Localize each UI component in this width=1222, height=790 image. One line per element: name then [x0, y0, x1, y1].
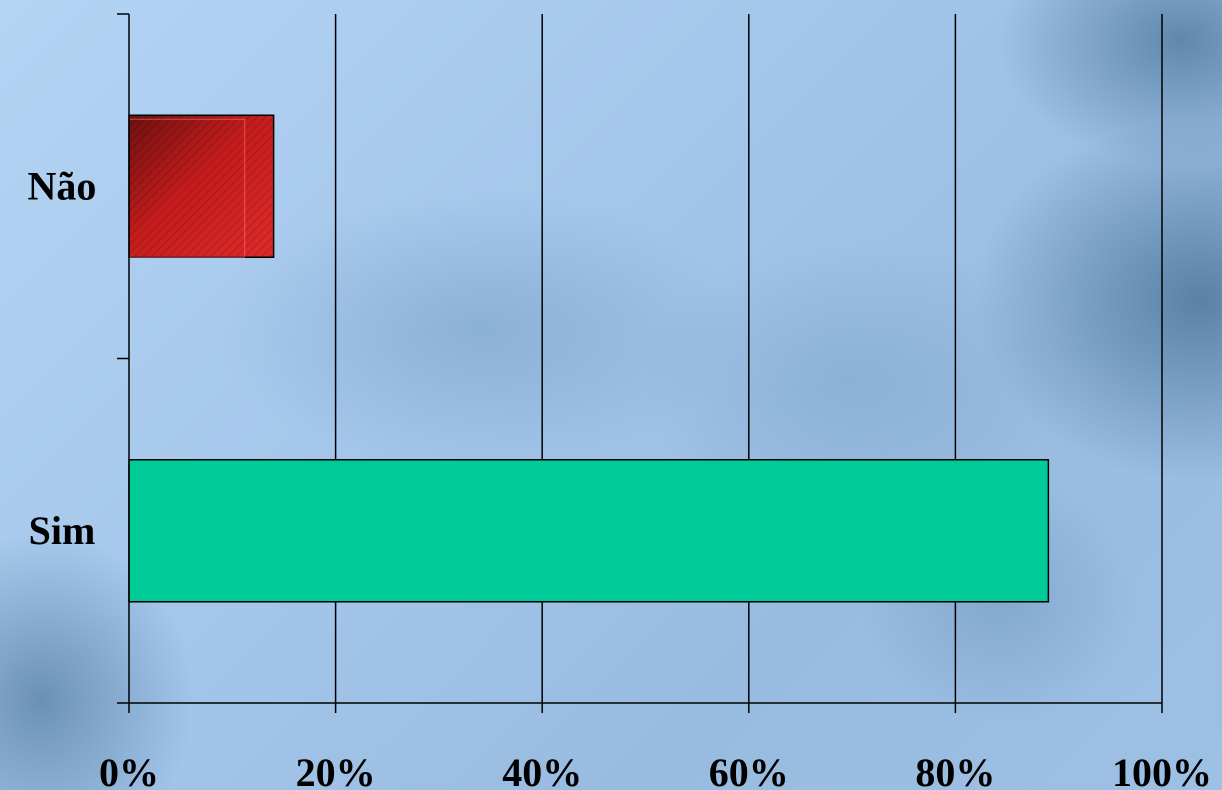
bars	[128, 114, 1050, 603]
x-tick-label: 0%	[99, 750, 159, 790]
x-tick-label: 80%	[915, 750, 995, 790]
category-label: Não	[28, 163, 97, 208]
x-tick-label: 100%	[1112, 750, 1212, 790]
x-tick-label: 60%	[709, 750, 789, 790]
axes	[117, 13, 1163, 713]
bar-nao-hatch	[129, 115, 274, 258]
x-tick-label: 20%	[296, 750, 376, 790]
category-label: Sim	[29, 508, 96, 553]
labels: 0% 20% 40% 60% 80% 100% Não Sim	[28, 163, 1212, 790]
bar-sim	[128, 459, 1050, 603]
x-tick-label: 40%	[502, 750, 582, 790]
